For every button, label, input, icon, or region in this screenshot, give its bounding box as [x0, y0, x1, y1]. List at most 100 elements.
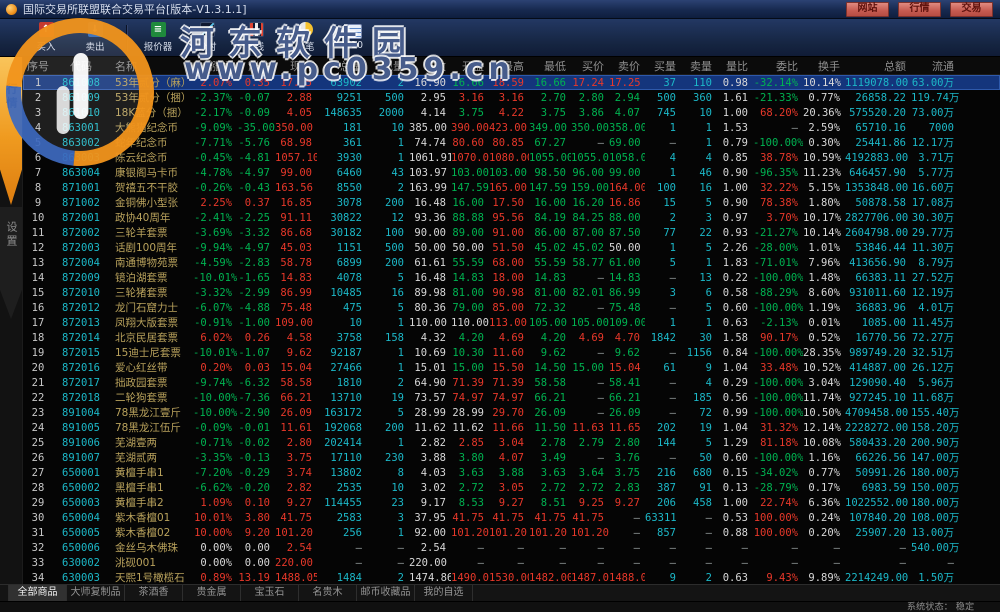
table-row[interactable]: 21 872017 拙政园套票 -9.74% -6.32 58.58 1810 2 64.90 7… [23, 375, 1000, 390]
column-header[interactable]: 总额 [884, 59, 906, 73]
buy-button[interactable]: ↑ 买入 [28, 22, 64, 53]
cell: — [669, 451, 676, 464]
table-row[interactable]: 22 872018 二轮狗套票 -10.00% -7.36 66.21 13710 19 73.… [23, 390, 1000, 405]
quote-board-button[interactable]: ≡ 报价器 [140, 22, 176, 53]
column-header[interactable]: 流通 [932, 59, 954, 73]
cell: 349.00 [529, 121, 567, 134]
f10-button[interactable]: F10 [336, 24, 372, 51]
category-tab[interactable]: 邮币收藏品 [357, 585, 415, 601]
table-row[interactable]: 32 650006 金丝乌木佛珠 0.00% 0.00 2.54 — — 2.54 — — — — — — —… [23, 540, 1000, 555]
table-row[interactable]: 5 863002 蛇年纪念币 -7.71% -5.76 68.98 361 1 74.74 80.… [23, 135, 1000, 150]
cell: 30182 [330, 226, 362, 239]
table-row[interactable]: 3 861010 18K蓝分（捆） -2.17% -0.09 4.05 148635 2000… [23, 105, 1000, 120]
cell: -7.36 [238, 391, 270, 404]
column-header[interactable]: 名称 [115, 59, 137, 73]
table-row[interactable]: 10 872001 政协40周年 -2.41% -2.25 91.11 30822 12 93.… [23, 210, 1000, 225]
column-header[interactable]: 昨收 [424, 59, 446, 73]
category-tab[interactable]: 茶酒香 [125, 585, 183, 601]
category-tab[interactable]: 名贵木 [299, 585, 357, 601]
column-header[interactable]: 换手 [818, 59, 840, 73]
column-header[interactable]: 卖价 [618, 59, 640, 73]
table-row[interactable]: 25 891006 芜湖壹两 -0.71% -0.02 2.80 202414 1 2.82 2.… [23, 435, 1000, 450]
table-row[interactable]: 31 650005 紫木香檀02 10.00% 9.20 101.20 256 1 92.00 1… [23, 525, 1000, 540]
cell: 101.20 [529, 526, 567, 539]
table-row[interactable]: 8 871001 贺禧五不干胶 -0.26% -0.43 163.56 8550 2 163.9… [23, 180, 1000, 195]
cell: 26.09 [609, 406, 641, 419]
sidebar-tab-quotes[interactable]: 行情 [0, 57, 22, 205]
cell: 29.70 [492, 406, 524, 419]
category-tab[interactable]: 宝玉石 [241, 585, 299, 601]
cell: 0.20% [808, 526, 840, 539]
category-tab[interactable]: 大师复制品 [67, 585, 125, 601]
cell-name: 大熊猫纪念币 [115, 122, 178, 134]
table-row[interactable]: 4 863001 大熊猫纪念币 -9.09% -35.00 350.00 181 10 385.… [23, 120, 1000, 135]
category-tab[interactable]: 我的自选 [415, 585, 473, 601]
trade-button[interactable]: 交易 [950, 1, 993, 17]
cell: -100.00% [753, 451, 803, 464]
table-row[interactable]: 18 872014 北京民居套票 6.02% 0.26 4.58 3758 158 4.32 4.… [23, 330, 1000, 345]
column-header[interactable]: 卖量 [690, 59, 712, 73]
table-row[interactable]: 24 891005 78黑龙江伍斤 -0.09% -0.01 11.61 192068 200… [23, 420, 1000, 435]
table-row[interactable]: 15 872010 三轮猪套票 -3.32% -2.99 86.99 10485 16 89.9… [23, 285, 1000, 300]
table-row[interactable]: 30 650004 紫木香檀01 10.01% 3.80 41.75 2583 3 37.95 4… [23, 510, 1000, 525]
column-header[interactable]: 涨跌 [248, 59, 270, 73]
column-header[interactable]: 开盘 [462, 59, 484, 73]
cell: 0.24% [808, 511, 840, 524]
cell: 202 [657, 421, 676, 434]
table-row[interactable]: 7 863004 康银阁马卡币 -4.78% -4.97 99.00 6460 43 103.9… [23, 165, 1000, 180]
cell: 81.00 [534, 286, 566, 299]
table-row[interactable]: 16 872012 龙门石窟力士 -6.07% -4.88 75.48 475 5 80.36 7… [23, 300, 1000, 315]
table-row[interactable]: 9 871002 金铜佛小型张 2.25% 0.37 16.85 3078 200 16.48 1… [23, 195, 1000, 210]
tick-button[interactable]: 分笔 [287, 22, 323, 53]
category-tab[interactable]: 贵金属 [183, 585, 241, 601]
table-row[interactable]: 19 872015 15迪士尼套票 -10.01% -1.07 9.62 92187 1 10.… [23, 345, 1000, 360]
table-row[interactable]: 29 650003 黄檀手串2 1.09% 0.10 9.27 114455 23 9.17 8.… [23, 495, 1000, 510]
table-row[interactable]: 1 861008 53年贰分（麻） 2.07% 0.35 17.25 63902 2 16.90… [23, 75, 1000, 90]
sell-button[interactable]: ↓ 卖出 [77, 22, 113, 53]
table-row[interactable]: 23 891004 78黑龙江壹斤 -10.00% -2.90 26.09 163172 5 2… [23, 405, 1000, 420]
column-header[interactable]: 买量 [654, 59, 676, 73]
table-row[interactable]: 12 872003 话剧100周年 -9.94% -4.97 45.03 1151 500 50… [23, 240, 1000, 255]
column-header[interactable]: 现价 [290, 59, 312, 73]
category-tab[interactable]: 全部商品 [8, 585, 67, 601]
column-header[interactable]: 总量 [340, 59, 362, 73]
table-row[interactable]: 33 630002 洮砚001 0.00% 0.00 220.00 — — 220.00 — — — —… [23, 555, 1000, 570]
column-header[interactable]: 量比 [726, 59, 748, 73]
table-row[interactable]: 11 872002 三轮羊套票 -3.69% -3.32 86.68 30182 100 90.… [23, 225, 1000, 240]
quotes-button[interactable]: 行情 [898, 1, 941, 17]
table-row[interactable]: 2 861009 53年贰分（捆） -2.37% -0.07 2.88 9251 500 2.9… [23, 90, 1000, 105]
column-header[interactable]: 序号 [27, 59, 49, 73]
column-header[interactable]: 代码 [70, 59, 92, 73]
cell: 80.36 [414, 301, 446, 314]
table-row[interactable]: 17 872013 凤翔大版套票 -0.91% -1.00 109.00 10 1 110.00… [23, 315, 1000, 330]
table-row[interactable]: 6 863003 陈云纪念币 -0.45% -4.81 1057.10 3930 1 1061.… [23, 150, 1000, 165]
table-row[interactable]: 28 650002 黑檀手串1 -6.62% -0.20 2.82 2535 10 3.02 2.… [23, 480, 1000, 495]
cell: 2.72 [458, 481, 484, 494]
website-button[interactable]: 网站 [846, 1, 889, 17]
table-row[interactable]: 27 650001 黄檀手串1 -7.20% -0.29 3.74 13802 8 4.03 3.… [23, 465, 1000, 480]
window-title: 国际交易所联盟联合交易平台[版本-V1.3.1.1] [23, 2, 247, 16]
column-header[interactable]: 买价 [582, 59, 604, 73]
table-row[interactable]: 13 872004 南通博物苑票 -4.59% -2.83 58.78 6899 200 61.… [23, 255, 1000, 270]
cell: -2.37% [194, 91, 232, 104]
column-header[interactable]: 委比 [776, 59, 798, 73]
minute-chart-button[interactable]: 分时 [189, 22, 225, 53]
sidebar-tab-settings[interactable]: 设置 [0, 207, 22, 319]
column-header[interactable]: 最高 [502, 59, 524, 73]
cell: 1 [669, 166, 676, 179]
table-row[interactable]: 34 630003 天熙1号橄榄石 0.89% 13.19 1488.05 1484 2 147… [23, 570, 1000, 585]
cell: 185 [693, 391, 712, 404]
column-header[interactable]: 现量 [382, 59, 404, 73]
cell: 17 [31, 316, 45, 329]
table-row[interactable]: 14 872009 镜泊湖套票 -10.01% -1.65 14.83 4078 5 16.48… [23, 270, 1000, 285]
column-header[interactable]: 最低 [544, 59, 566, 73]
column-header[interactable]: 涨幅 [210, 59, 232, 73]
kline-button[interactable]: K线 [238, 22, 274, 53]
cell: 110 [693, 76, 712, 89]
cell: 1.83 [722, 256, 748, 269]
cell: 8.79万 [918, 257, 954, 269]
table-row[interactable]: 20 872016 爱心红丝带 0.20% 0.03 15.04 27466 1 15.01 15… [23, 360, 1000, 375]
table-row[interactable]: 26 891007 芜湖贰两 -3.35% -0.13 3.75 17110 230 3.88 3… [23, 450, 1000, 465]
cell: 1.09% [200, 496, 232, 509]
